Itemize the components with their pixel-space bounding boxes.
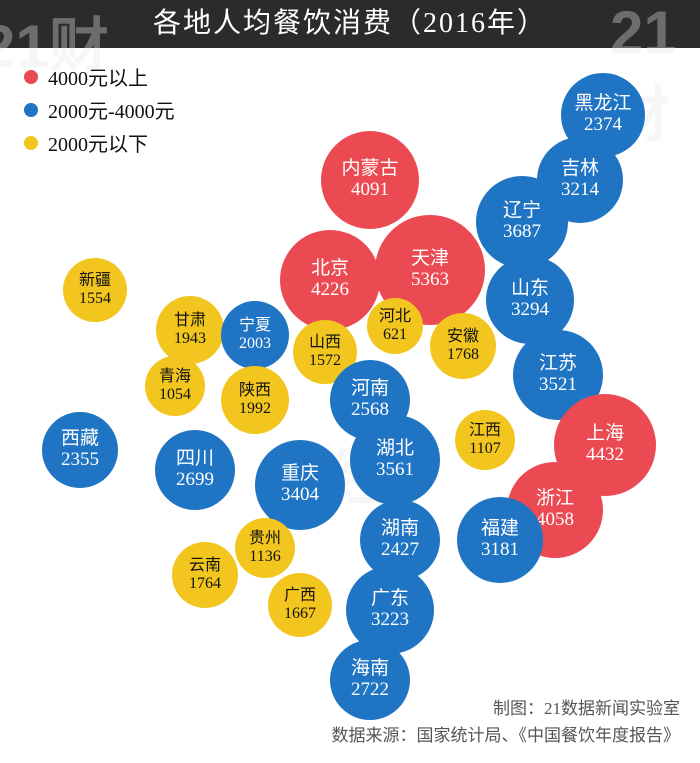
bubble-plot: 黑龙江2374吉林3214辽宁3687内蒙古4091北京4226天津5363山东…	[0, 0, 700, 763]
bubble-广西: 广西1667	[268, 573, 332, 637]
bubble-江西: 江西1107	[455, 410, 515, 470]
bubble-name: 陕西	[239, 382, 271, 400]
bubble-value: 1554	[79, 290, 111, 308]
bubble-value: 3404	[281, 485, 319, 506]
credit-source: 数据来源：国家统计局、《中国餐饮年度报告》	[332, 722, 681, 749]
bubble-value: 1572	[309, 352, 341, 370]
bubble-name: 西藏	[61, 429, 99, 450]
bubble-value: 3687	[503, 222, 541, 243]
bubble-name: 北京	[311, 259, 349, 280]
bubble-name: 青海	[159, 368, 191, 386]
bubble-value: 2003	[239, 335, 271, 353]
bubble-value: 2699	[176, 470, 214, 491]
bubble-青海: 青海1054	[145, 356, 205, 416]
bubble-name: 重庆	[281, 464, 319, 485]
bubble-宁夏: 宁夏2003	[221, 301, 289, 369]
bubble-name: 安徽	[447, 328, 479, 346]
bubble-安徽: 安徽1768	[430, 313, 496, 379]
bubble-新疆: 新疆1554	[63, 258, 127, 322]
bubble-value: 5363	[411, 270, 449, 291]
bubble-value: 2374	[584, 115, 622, 136]
credits: 制图：21数据新闻实验室 数据来源：国家统计局、《中国餐饮年度报告》	[332, 695, 681, 749]
bubble-name: 广东	[371, 589, 409, 610]
bubble-value: 3181	[481, 540, 519, 561]
bubble-value: 4058	[536, 510, 574, 531]
bubble-name: 浙江	[536, 489, 574, 510]
bubble-四川: 四川2699	[155, 430, 235, 510]
bubble-value: 4091	[351, 180, 389, 201]
bubble-value: 4226	[311, 280, 349, 301]
bubble-value: 1107	[469, 440, 500, 458]
bubble-value: 1764	[189, 575, 221, 593]
bubble-value: 3294	[511, 300, 549, 321]
bubble-北京: 北京4226	[280, 230, 380, 330]
bubble-value: 1136	[249, 548, 280, 566]
bubble-value: 3214	[561, 180, 599, 201]
bubble-name: 湖北	[376, 439, 414, 460]
bubble-name: 上海	[586, 424, 624, 445]
bubble-name: 山东	[511, 279, 549, 300]
bubble-辽宁: 辽宁3687	[476, 176, 568, 268]
bubble-name: 宁夏	[239, 317, 271, 335]
bubble-name: 河北	[379, 308, 411, 326]
bubble-name: 海南	[351, 659, 389, 680]
bubble-value: 1768	[447, 346, 479, 364]
bubble-西藏: 西藏2355	[42, 412, 118, 488]
bubble-name: 湖南	[381, 519, 419, 540]
bubble-重庆: 重庆3404	[255, 440, 345, 530]
bubble-value: 1943	[174, 330, 206, 348]
bubble-value: 3561	[376, 460, 414, 481]
bubble-内蒙古: 内蒙古4091	[321, 131, 419, 229]
bubble-value: 2427	[381, 540, 419, 561]
bubble-name: 辽宁	[503, 201, 541, 222]
bubble-value: 3223	[371, 610, 409, 631]
bubble-value: 4432	[586, 445, 624, 466]
bubble-贵州: 贵州1136	[235, 518, 295, 578]
bubble-value: 1992	[239, 400, 271, 418]
bubble-name: 四川	[176, 449, 214, 470]
credit-author: 制图：21数据新闻实验室	[332, 695, 681, 722]
bubble-name: 黑龙江	[574, 94, 631, 115]
bubble-name: 吉林	[561, 159, 599, 180]
bubble-陕西: 陕西1992	[221, 366, 289, 434]
bubble-河北: 河北621	[367, 298, 423, 354]
bubble-value: 1667	[284, 605, 316, 623]
bubble-name: 贵州	[249, 530, 281, 548]
bubble-name: 云南	[189, 557, 221, 575]
bubble-name: 广西	[284, 587, 316, 605]
bubble-value: 621	[383, 326, 407, 344]
bubble-云南: 云南1764	[172, 542, 238, 608]
bubble-value: 1054	[159, 386, 191, 404]
bubble-name: 甘肃	[174, 312, 206, 330]
bubble-name: 河南	[351, 379, 389, 400]
bubble-value: 3521	[539, 375, 577, 396]
bubble-湖北: 湖北3561	[350, 415, 440, 505]
bubble-name: 福建	[481, 519, 519, 540]
bubble-name: 山西	[309, 334, 341, 352]
bubble-甘肃: 甘肃1943	[156, 296, 224, 364]
bubble-value: 2355	[61, 450, 99, 471]
bubble-name: 江苏	[539, 354, 577, 375]
bubble-name: 天津	[411, 249, 449, 270]
bubble-福建: 福建3181	[457, 497, 543, 583]
bubble-name: 内蒙古	[341, 159, 398, 180]
bubble-name: 江西	[469, 422, 501, 440]
bubble-name: 新疆	[79, 272, 111, 290]
